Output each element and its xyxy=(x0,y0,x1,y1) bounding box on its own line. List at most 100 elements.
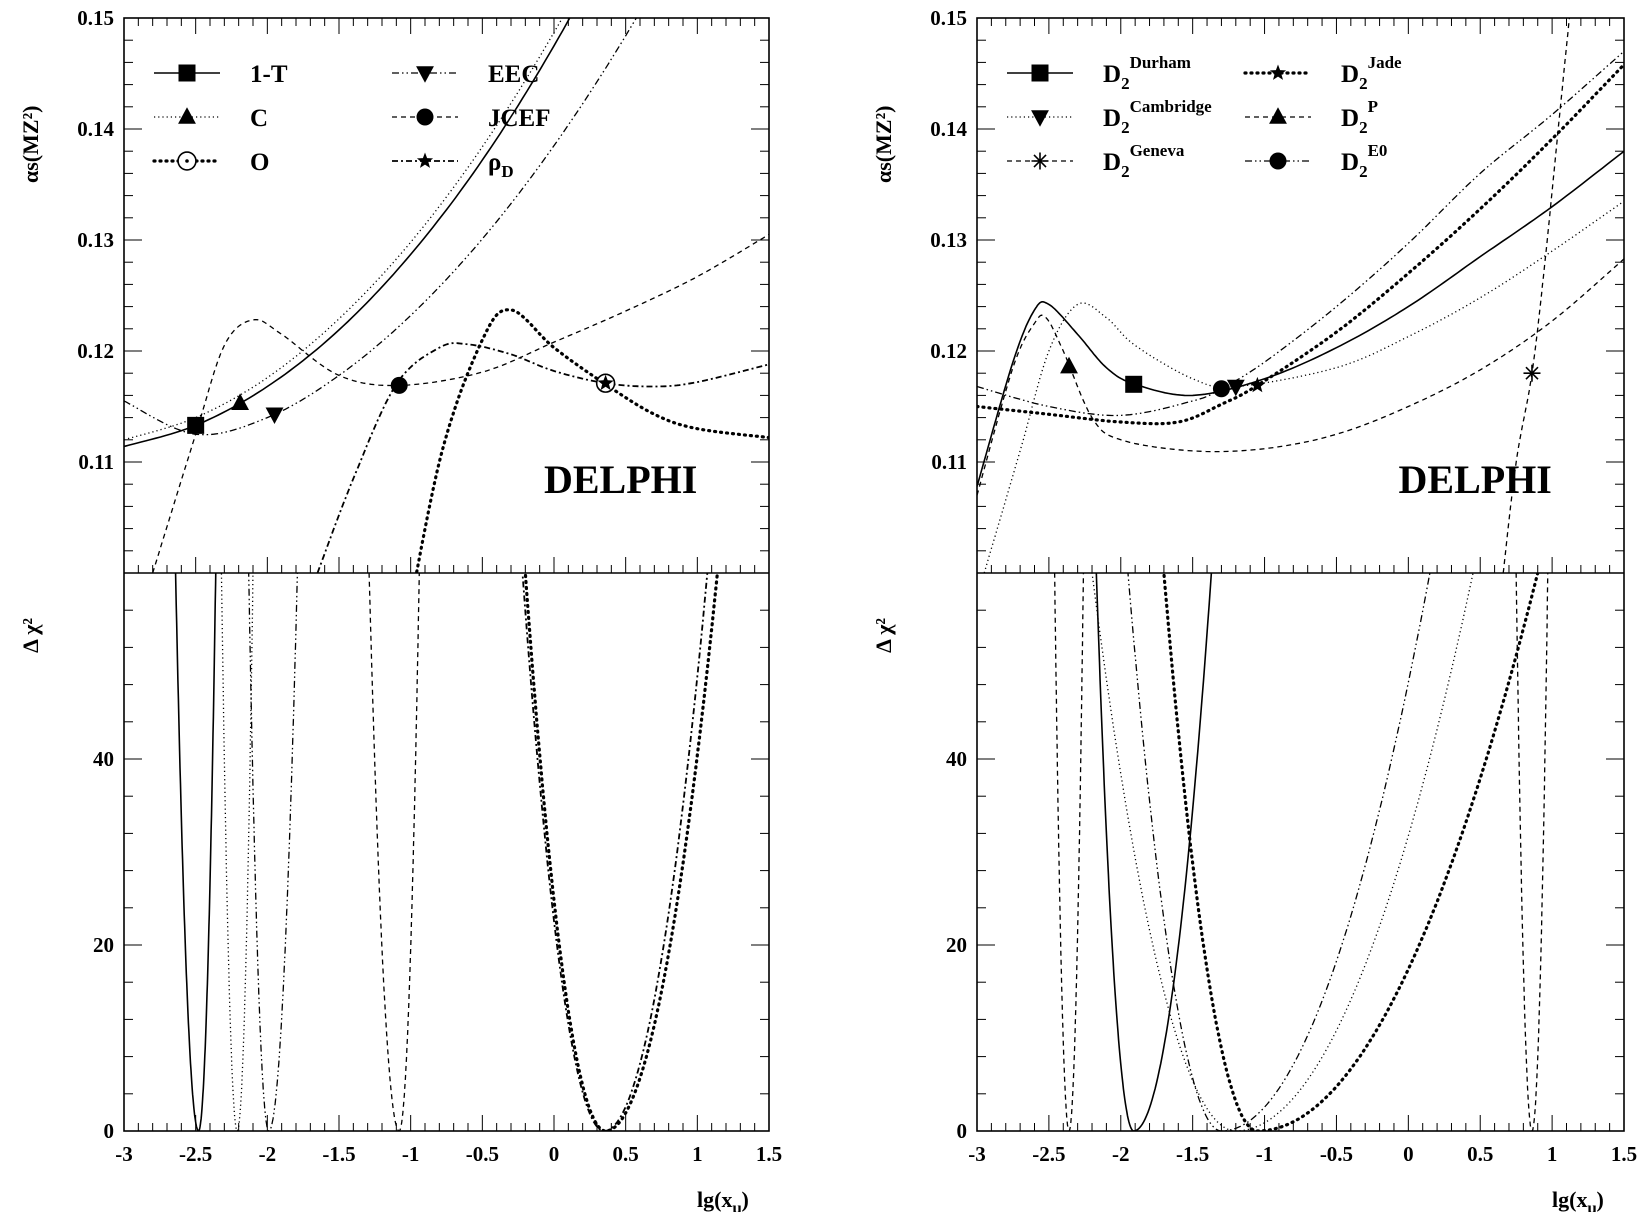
x-tick-label: 1 xyxy=(1547,1142,1558,1166)
legend-marker xyxy=(1269,152,1287,170)
best-fit-marker xyxy=(390,376,408,394)
chi2-parabola xyxy=(1091,573,1474,1131)
y-tick-label: 20 xyxy=(946,933,967,957)
best-fit-marker xyxy=(1060,356,1078,374)
x-tick-label: 0 xyxy=(549,1142,560,1166)
chi2-parabola xyxy=(1053,573,1085,1131)
legend-marker xyxy=(416,66,434,83)
legend-marker xyxy=(178,64,196,82)
x-tick-label: -3 xyxy=(115,1142,133,1166)
chi2-curves xyxy=(174,573,719,1131)
legend-label: D2E0 xyxy=(1341,141,1387,181)
x-tick-label: 1 xyxy=(692,1142,703,1166)
delphi-label: DELPHI xyxy=(1399,457,1552,502)
top-y-axis-title: αs(MZ²) xyxy=(18,106,43,184)
y-tick-label: 20 xyxy=(93,933,114,957)
chi2-parabola xyxy=(1095,573,1213,1131)
legend-marker xyxy=(1031,152,1049,170)
legend-marker xyxy=(416,152,434,168)
best-fit-marker xyxy=(1249,376,1266,393)
x-tick-label: -1.5 xyxy=(322,1142,355,1166)
legend-marker xyxy=(1269,64,1287,80)
legend-label: D2Cambridge xyxy=(1103,97,1212,137)
y-tick-label: 0.15 xyxy=(930,6,967,30)
best-fit-marker xyxy=(1226,379,1245,397)
series-line xyxy=(124,18,638,436)
legend-label: EEC xyxy=(488,61,539,88)
best-fit-marker xyxy=(1212,380,1230,398)
legend-label: D2P xyxy=(1341,97,1378,137)
chi2-parabola xyxy=(523,573,719,1131)
x-tick-label: 1.5 xyxy=(756,1142,782,1166)
series-line xyxy=(316,342,769,573)
series-line xyxy=(414,308,769,573)
chi2-parabola xyxy=(1515,573,1549,1131)
legend-label: O xyxy=(250,149,269,176)
x-tick-label: 0 xyxy=(1403,1142,1414,1166)
x-axis-title: lg(xμ) xyxy=(697,1187,749,1212)
x-axis-title: lg(xμ) xyxy=(1552,1187,1604,1212)
left-chart-panel: -3 -2.5 -2 -1.5 -1 -0.5 0 0.5 1 1.5 0.11 0.12 0.13 0.… xyxy=(18,6,782,1212)
axis-ticks xyxy=(123,17,770,1132)
y-tick-label: 0.12 xyxy=(77,339,114,363)
series-line xyxy=(1502,18,1571,573)
x-tick-label: -1 xyxy=(402,1142,420,1166)
legend-marker xyxy=(416,108,434,126)
x-tick-label: -2.5 xyxy=(179,1142,212,1166)
chi2-parabola xyxy=(1127,573,1431,1131)
y-tick-label: 40 xyxy=(93,747,114,771)
legend-label: D2Jade xyxy=(1341,53,1402,93)
chi2-parabola xyxy=(1162,573,1540,1131)
top-curves xyxy=(124,18,769,573)
legend-label: C xyxy=(250,105,268,132)
bottom-y-axis-title: Δ χ² xyxy=(871,618,896,653)
best-fit-marker xyxy=(597,374,614,391)
chi2-curves xyxy=(1053,573,1549,1131)
y-tick-label: 0 xyxy=(957,1119,968,1143)
y-tick-label: 0.11 xyxy=(931,450,967,474)
top-y-axis-title: αs(MZ²) xyxy=(871,106,896,184)
legend-label: D2Geneva xyxy=(1103,141,1185,181)
y-tick-label: 0 xyxy=(104,1119,115,1143)
x-tick-label: -2.5 xyxy=(1032,1142,1065,1166)
best-fit-marker xyxy=(187,416,205,434)
y-tick-label: 0.11 xyxy=(78,450,114,474)
y-tick-label: 0.14 xyxy=(930,117,967,141)
plot-frame xyxy=(976,17,1625,1132)
x-tick-label: -1.5 xyxy=(1176,1142,1209,1166)
chi2-parabola xyxy=(248,573,299,1131)
y-tick-label: 40 xyxy=(946,747,967,771)
legend-label: D2Durham xyxy=(1103,53,1191,93)
best-fit-marker xyxy=(265,407,284,425)
series-line xyxy=(124,18,564,441)
x-tick-label: -2 xyxy=(259,1142,277,1166)
axis-ticks xyxy=(976,17,1625,1132)
legend-label: 1-T xyxy=(250,61,288,88)
legend-marker xyxy=(1269,107,1287,124)
legend-marker xyxy=(177,151,197,171)
series-line xyxy=(152,233,769,573)
x-tick-label: -3 xyxy=(968,1142,986,1166)
chi2-parabola xyxy=(368,573,420,1131)
legend: 1-T CO EEC JCEF ρD xyxy=(152,61,551,181)
best-fit-marker xyxy=(1125,375,1143,393)
right-chart-panel: -3 -2.5 -2 -1.5 -1 -0.5 0 0.5 1 1.5 0.11 0.12 0.13 0.… xyxy=(871,6,1637,1212)
series-line xyxy=(977,258,1624,496)
y-tick-label: 0.15 xyxy=(77,6,114,30)
chi2-parabola xyxy=(174,573,217,1131)
series-line xyxy=(977,50,1624,417)
x-tick-label: 0.5 xyxy=(1467,1142,1493,1166)
series-line xyxy=(983,200,1624,573)
legend-marker xyxy=(1031,64,1049,82)
series-line xyxy=(977,150,1624,487)
bottom-y-axis-title: Δ χ² xyxy=(18,618,43,653)
legend-label: JCEF xyxy=(488,105,551,132)
legend-label: ρD xyxy=(488,149,514,181)
best-fit-marker xyxy=(231,393,250,410)
best-fit-markers xyxy=(187,373,616,434)
x-tick-label: -0.5 xyxy=(1320,1142,1353,1166)
y-tick-label: 0.12 xyxy=(930,339,967,363)
chi2-parabola xyxy=(220,573,254,1131)
y-tick-label: 0.13 xyxy=(930,228,967,252)
